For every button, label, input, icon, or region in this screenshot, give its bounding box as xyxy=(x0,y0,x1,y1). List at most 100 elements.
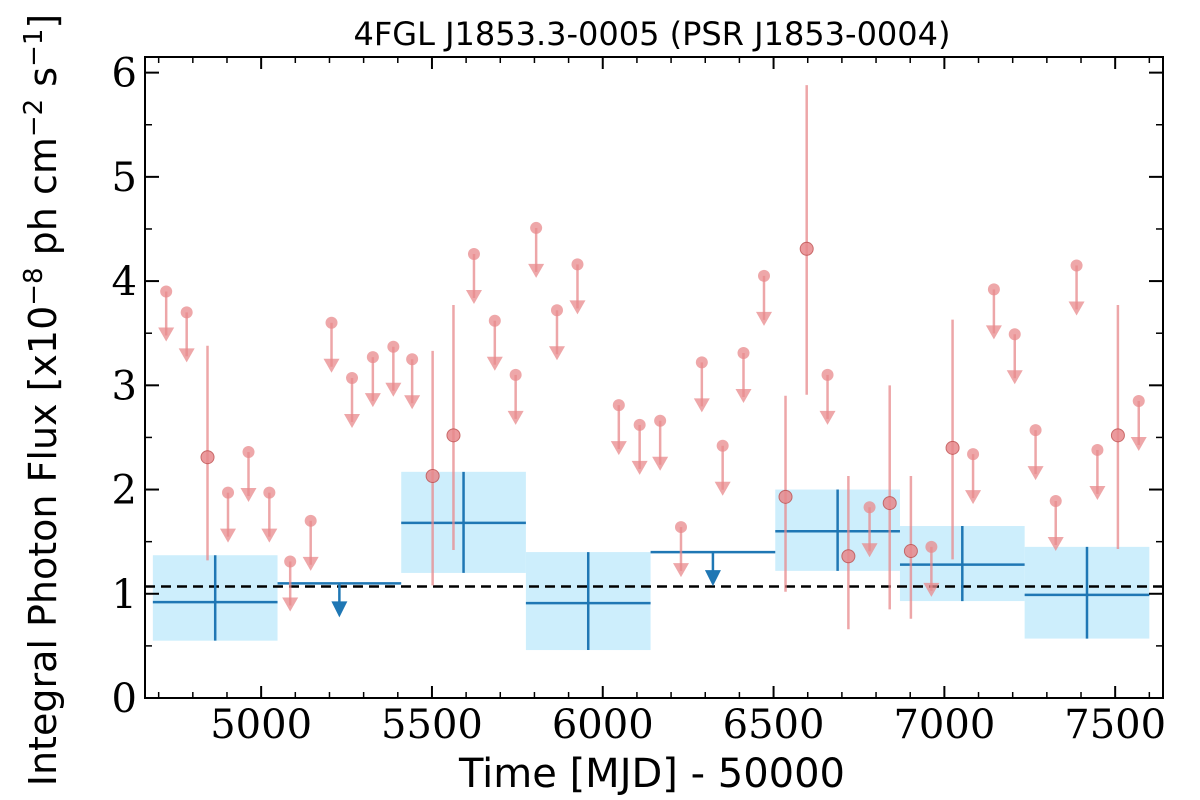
short-bin-upper-limit-arrow xyxy=(693,398,710,413)
long-bin-boxes-layer xyxy=(152,471,1150,651)
short-bin-upper-limit-point xyxy=(737,347,750,360)
x-tick-label: 6500 xyxy=(723,702,825,748)
short-bin-upper-limit-arrow xyxy=(548,346,565,361)
y-tick-label: 5 xyxy=(112,155,137,201)
short-bin-point xyxy=(841,549,856,564)
short-bin-upper-limit-point xyxy=(222,486,235,499)
chart-title: 4FGL J1853.3-0005 (PSR J1853-0004) xyxy=(354,15,951,53)
y-axis-label-end: ] xyxy=(21,14,65,29)
short-bin-upper-limit-point xyxy=(467,247,480,260)
short-bin-point xyxy=(945,440,960,455)
y-tick-label: 1 xyxy=(112,572,137,618)
short-bin-upper-limit-point xyxy=(571,258,584,271)
long-bin-upper-limit-arrow xyxy=(331,601,348,618)
short-bin-point xyxy=(446,428,461,443)
short-bin-upper-limit-point xyxy=(346,372,359,385)
y-axis-label-sup1: −8 xyxy=(19,267,49,305)
short-bin-upper-limit-arrow xyxy=(1006,370,1023,385)
short-bin-upper-limit-arrow xyxy=(528,263,545,278)
short-bin-point xyxy=(425,468,440,483)
short-bin-upper-limit-point xyxy=(612,399,625,412)
x-tick-label: 5000 xyxy=(210,702,312,748)
short-bin-upper-limit-point xyxy=(1091,443,1104,456)
short-bin-upper-limit-arrow xyxy=(610,441,627,456)
short-bin-upper-limit-point xyxy=(160,285,173,298)
short-bin-upper-limit-point xyxy=(925,540,938,553)
x-tick-label: 7500 xyxy=(1064,702,1166,748)
short-bin-upper-limit-point xyxy=(757,269,770,282)
short-bin-upper-limit-point xyxy=(1132,394,1145,407)
short-bin-upper-limit-point xyxy=(695,356,708,369)
short-bin-upper-limit-point xyxy=(633,418,646,431)
y-tick-label: 3 xyxy=(112,363,137,409)
y-tick-label: 0 xyxy=(112,676,137,722)
short-bin-upper-limit-point xyxy=(304,514,317,527)
y-axis-label-mid: ph cm xyxy=(21,137,65,267)
short-bin-upper-limit-point xyxy=(716,439,729,452)
short-bin-upper-limit-arrow xyxy=(261,528,278,543)
short-bin-upper-limit-point xyxy=(1008,328,1021,341)
short-bin-upper-limit-arrow xyxy=(735,389,752,404)
short-bin-upper-limit-arrow xyxy=(819,410,836,425)
short-bin-upper-limit-point xyxy=(180,306,193,319)
x-axis-label: Time [MJD] - 50000 xyxy=(458,751,845,797)
short-bin-upper-limit-arrow xyxy=(861,543,878,558)
y-axis-label-sup3: −1 xyxy=(19,29,49,67)
short-bin-upper-limit-point xyxy=(987,283,1000,296)
short-bin-point xyxy=(903,544,918,559)
short-bin-upper-limit-point xyxy=(509,368,522,381)
short-bin-upper-limit-arrow xyxy=(1047,537,1064,552)
short-bin-upper-limit-arrow xyxy=(240,488,257,503)
short-bin-upper-limit-arrow xyxy=(1089,485,1106,500)
y-tick-label: 4 xyxy=(112,259,137,305)
short-bin-markers-layer xyxy=(158,85,1147,630)
short-bin-upper-limit-point xyxy=(1029,424,1042,437)
long-bin-upper-limit-arrow xyxy=(704,570,721,587)
short-bin-upper-limit-point xyxy=(550,304,563,317)
short-bin-upper-limit-point xyxy=(366,351,379,364)
short-bin-upper-limit-arrow xyxy=(364,393,381,408)
y-axis-label-mid2: s xyxy=(21,67,65,99)
short-bin-upper-limit-arrow xyxy=(965,490,982,505)
short-bin-upper-limit-arrow xyxy=(302,556,319,571)
short-bin-upper-limit-arrow xyxy=(385,382,402,397)
y-axis-label-sup2: −2 xyxy=(19,99,49,137)
y-tick-label: 6 xyxy=(112,51,137,97)
short-bin-upper-limit-arrow xyxy=(282,597,299,612)
short-bin-point xyxy=(799,241,814,256)
x-tick-label: 6000 xyxy=(552,702,654,748)
short-bin-upper-limit-arrow xyxy=(178,348,195,363)
x-tick-label: 5500 xyxy=(381,702,483,748)
short-bin-upper-limit-arrow xyxy=(652,456,669,471)
short-bin-upper-limit-point xyxy=(325,316,338,329)
short-bin-upper-limit-point xyxy=(263,486,276,499)
short-bin-upper-limit-point xyxy=(821,368,834,381)
short-bin-upper-limit-point xyxy=(242,446,255,459)
short-bin-upper-limit-point xyxy=(1070,259,1083,272)
short-bin-upper-limit-point xyxy=(1049,495,1062,508)
short-bin-upper-limit-arrow xyxy=(672,563,689,578)
short-bin-upper-limit-point xyxy=(530,221,543,234)
short-bin-upper-limit-point xyxy=(863,501,876,514)
short-bin-upper-limit-arrow xyxy=(465,289,482,304)
short-bin-upper-limit-arrow xyxy=(158,327,175,342)
short-bin-upper-limit-point xyxy=(674,521,687,534)
short-bin-upper-limit-arrow xyxy=(344,414,361,429)
short-bin-upper-limit-point xyxy=(284,555,297,568)
axes-layer: 5000 5500 6000 6500 7000 7500 0 1 2 3 4 5 6 xyxy=(112,51,1167,748)
short-bin-upper-limit-arrow xyxy=(714,481,731,496)
x-tick-label: 7000 xyxy=(893,702,995,748)
short-bin-upper-limit-point xyxy=(488,314,501,327)
long-bin-markers-layer xyxy=(152,471,1150,651)
short-bin-upper-limit-arrow xyxy=(1027,466,1044,481)
short-bin-upper-limit-arrow xyxy=(323,358,340,373)
labels-layer: 4FGL J1853.3-0005 (PSR J1853-0004) Time … xyxy=(19,14,950,797)
short-bin-upper-limit-point xyxy=(406,353,419,366)
y-axis-label-main: Integral Photon Flux [x10 xyxy=(21,306,65,787)
short-bin-upper-limit-arrow xyxy=(631,460,648,475)
short-bin-upper-limit-arrow xyxy=(220,528,237,543)
short-bin-upper-limit-arrow xyxy=(1130,436,1147,451)
short-bin-upper-limit-arrow xyxy=(755,311,772,326)
